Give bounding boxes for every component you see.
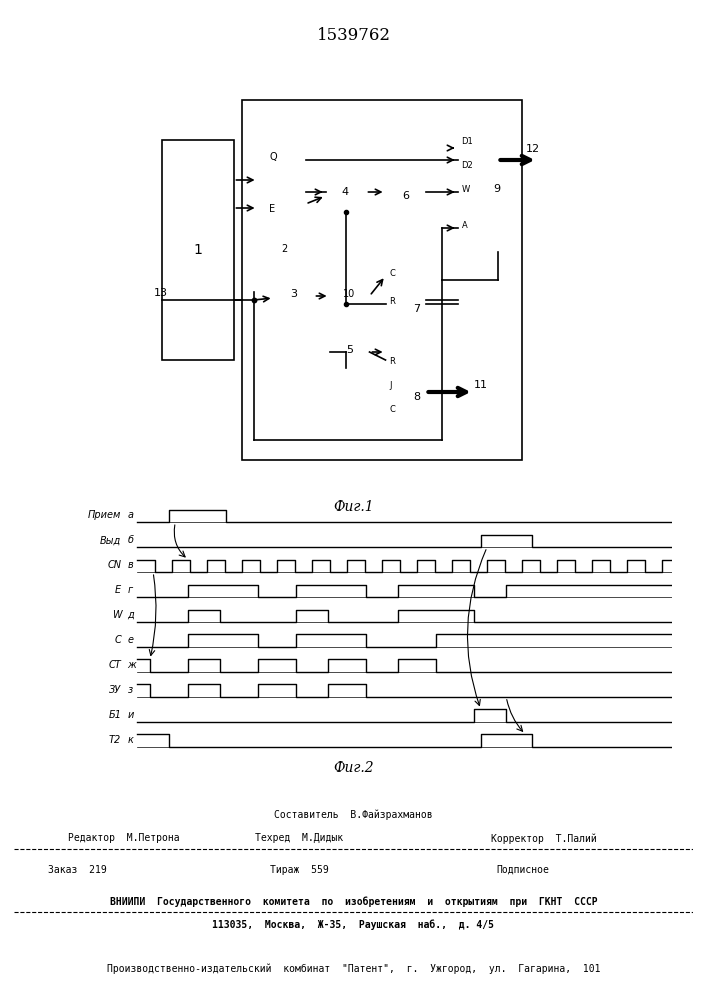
Bar: [161, 140, 233, 360]
Text: C: C: [390, 269, 395, 278]
Text: С: С: [115, 635, 122, 645]
Text: 4: 4: [342, 187, 349, 197]
Bar: [274, 276, 313, 312]
Text: 113035,  Москва,  Ж-35,  Раушская  наб.,  д. 4/5: 113035, Москва, Ж-35, Раушская наб., д. …: [213, 919, 494, 930]
Text: R: R: [390, 357, 395, 366]
Text: к: к: [128, 735, 134, 745]
Text: 1: 1: [193, 243, 202, 257]
Bar: [242, 100, 522, 460]
Text: 13: 13: [153, 288, 168, 298]
Text: Редактор  М.Петрона: Редактор М.Петрона: [69, 833, 180, 843]
Text: в: в: [128, 560, 134, 570]
Text: 12: 12: [525, 144, 539, 154]
Text: D1: D1: [462, 137, 473, 146]
Text: Б1: Б1: [108, 710, 122, 720]
Text: 9: 9: [493, 184, 501, 194]
Text: д: д: [128, 610, 134, 620]
Text: Тираж  559: Тираж 559: [270, 865, 329, 875]
Text: E: E: [269, 204, 276, 214]
Bar: [385, 180, 426, 212]
Text: Корректор  Т.Палий: Корректор Т.Палий: [491, 833, 597, 844]
Text: Подписное: Подписное: [497, 865, 549, 875]
Text: W: W: [462, 185, 469, 194]
Text: ЗУ: ЗУ: [109, 685, 122, 695]
Text: 10: 10: [344, 289, 356, 299]
Text: R: R: [390, 297, 395, 306]
Text: E: E: [115, 585, 122, 595]
Text: Фиг.1: Фиг.1: [333, 500, 374, 514]
Text: Составитель  В.Файзрахманов: Составитель В.Файзрахманов: [274, 810, 433, 820]
Bar: [385, 264, 426, 344]
Text: A: A: [462, 221, 467, 230]
Bar: [329, 332, 370, 368]
Text: 2: 2: [281, 244, 288, 254]
Text: б: б: [128, 535, 134, 545]
Bar: [329, 276, 370, 312]
Text: J: J: [390, 381, 392, 390]
Bar: [257, 144, 305, 232]
Text: 1539762: 1539762: [317, 26, 390, 43]
Text: Т2: Т2: [109, 735, 122, 745]
Text: Выд: Выд: [100, 535, 122, 545]
Text: 3: 3: [290, 289, 297, 299]
Text: Фиг.2: Фиг.2: [333, 761, 374, 775]
Text: W: W: [112, 610, 122, 620]
Text: 11: 11: [474, 380, 488, 390]
Bar: [385, 352, 426, 424]
Text: е: е: [128, 635, 134, 645]
Text: Техред  М.Дидык: Техред М.Дидык: [255, 833, 344, 843]
Bar: [457, 132, 498, 252]
Text: СN: СN: [107, 560, 122, 570]
Text: и: и: [128, 710, 134, 720]
Text: ж: ж: [128, 660, 136, 670]
Text: Q: Q: [269, 152, 277, 162]
Bar: [325, 172, 366, 212]
Text: 5: 5: [346, 345, 353, 355]
Text: 6: 6: [402, 191, 409, 201]
Text: Прием: Прием: [88, 510, 122, 520]
Text: 8: 8: [414, 392, 421, 402]
Text: а: а: [128, 510, 134, 520]
Text: Заказ  219: Заказ 219: [48, 865, 107, 875]
Text: D2: D2: [462, 161, 473, 170]
Text: г: г: [128, 585, 133, 595]
Text: з: з: [128, 685, 133, 695]
Text: СТ: СТ: [108, 660, 122, 670]
Text: 7: 7: [414, 304, 421, 314]
Text: C: C: [390, 405, 395, 414]
Text: ВНИИПИ  Государственного  комитета  по  изобретениям  и  открытиям  при  ГКНТ  С: ВНИИПИ Государственного комитета по изоб…: [110, 896, 597, 907]
Text: Производственно-издательский  комбинат  "Патент",  г.  Ужгород,  ул.  Гагарина, : Производственно-издательский комбинат "П…: [107, 963, 600, 974]
